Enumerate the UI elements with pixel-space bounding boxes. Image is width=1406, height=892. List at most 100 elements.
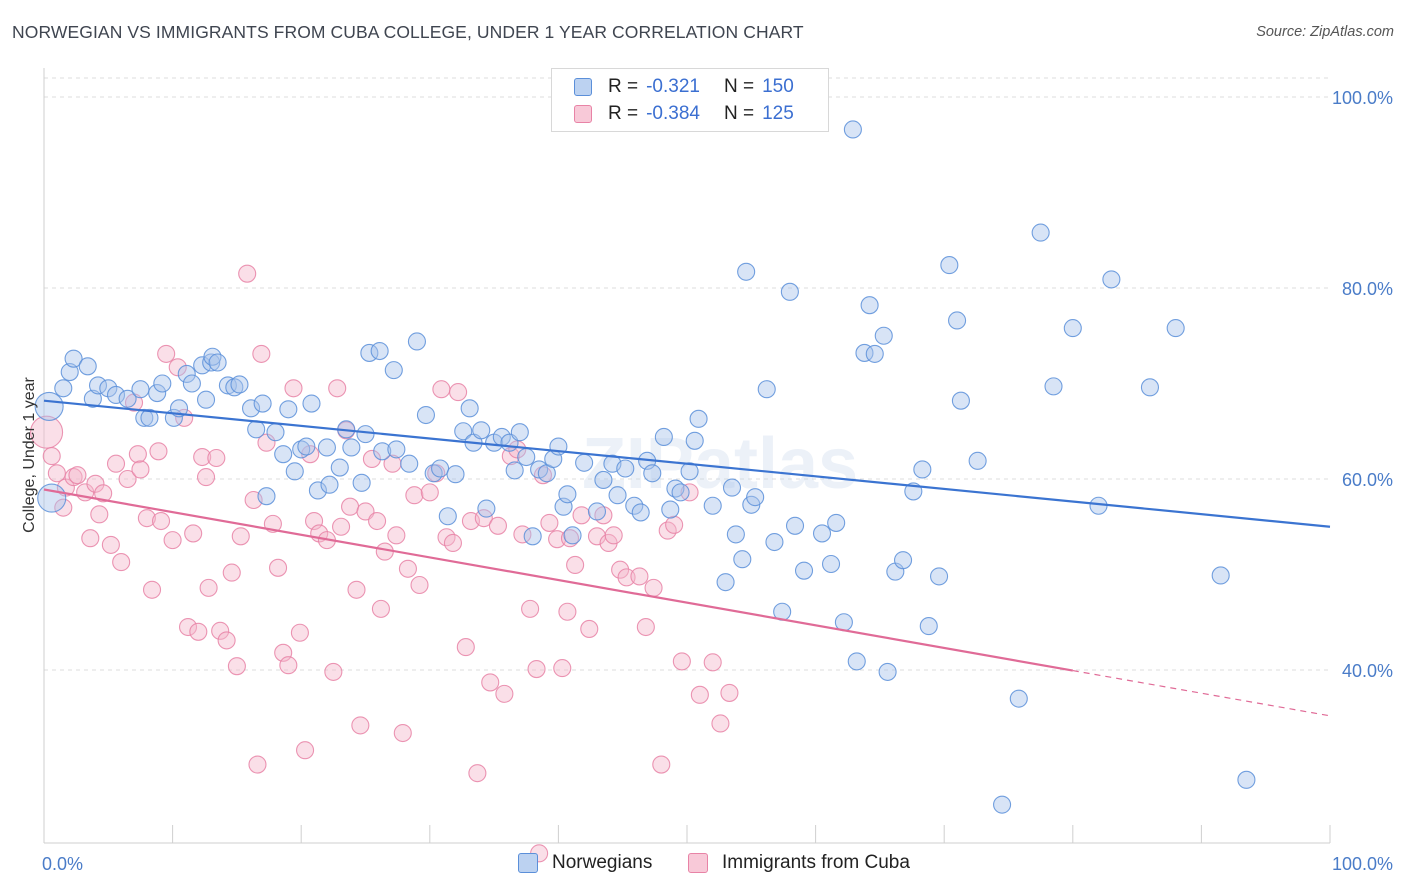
norwegian-point	[860, 296, 879, 315]
x-tick-label: 100.0%	[1332, 854, 1393, 874]
trend-line-cuba-extension	[1072, 669, 1331, 717]
cuba-point	[118, 469, 137, 489]
cuba-point	[405, 486, 424, 505]
cuba-point	[501, 447, 520, 466]
norwegian-point	[431, 459, 450, 478]
cuba-point	[393, 723, 412, 743]
norwegian-point	[285, 462, 304, 481]
norwegian-point	[317, 438, 336, 457]
cuba-point	[548, 530, 567, 549]
norwegian-point	[274, 445, 293, 464]
cuba-point	[566, 555, 585, 575]
cuba-point	[371, 599, 390, 618]
cuba-point	[398, 559, 417, 578]
trend-line-cuba	[43, 488, 1073, 672]
cuba-point	[269, 558, 288, 577]
norwegian-point	[780, 282, 799, 301]
cuba-point	[481, 673, 500, 692]
norwegian-point	[384, 361, 403, 380]
norwegian-point	[643, 464, 662, 483]
norwegian-point	[83, 389, 102, 408]
cuba-point	[227, 657, 246, 676]
legend-swatch-pink	[574, 105, 592, 123]
cuba-point	[81, 529, 100, 548]
norwegian-point	[827, 513, 846, 532]
cuba-point	[432, 380, 451, 399]
legend-item-norwegians[interactable]: Norwegians	[518, 852, 652, 874]
legend-item-cuba[interactable]: Immigrants from Cuba	[688, 852, 910, 874]
cuba-point	[157, 344, 176, 363]
cuba-point	[163, 531, 182, 550]
cuba-point	[720, 683, 739, 702]
cuba-point	[211, 621, 230, 640]
norwegian-point	[308, 481, 327, 500]
norwegian-point	[230, 375, 249, 394]
norwegian-point	[203, 347, 222, 366]
cuba-point	[443, 533, 462, 553]
norwegian-point	[587, 502, 607, 521]
norwegian-point	[948, 311, 967, 330]
cuba-point	[151, 511, 171, 531]
cuba-point	[112, 553, 131, 572]
cuba-point	[207, 448, 226, 468]
norwegian-point	[563, 526, 582, 545]
trend-lines	[43, 399, 1331, 717]
norwegian-point	[54, 379, 73, 398]
norwegian-point	[930, 567, 949, 586]
norwegian-point	[64, 349, 83, 368]
norwegian-point	[865, 344, 884, 363]
norwegian-point	[625, 496, 644, 515]
norwegian-point	[874, 326, 893, 345]
norwegian-point	[153, 374, 172, 393]
norwegian-point	[446, 465, 465, 484]
cuba-point	[347, 580, 366, 599]
norwegian-point	[1166, 319, 1185, 338]
cuba-point	[189, 622, 208, 641]
cuba-point	[410, 575, 429, 595]
norwegian-point	[716, 573, 735, 592]
cuba-point	[142, 580, 162, 599]
norwegian-point	[279, 400, 298, 419]
cuba-point	[47, 464, 66, 483]
norwegian-point	[247, 420, 266, 439]
cuba-point	[168, 358, 187, 377]
cuba-point	[553, 659, 572, 678]
correlation-legend: R = -0.321 N = 150 R = -0.384 N = 125	[551, 68, 829, 132]
cuba-point	[449, 383, 468, 402]
cuba-point	[184, 524, 203, 543]
cuba-point	[86, 474, 105, 493]
cuba-point	[332, 517, 351, 536]
norwegian-point	[148, 383, 167, 403]
legend-n-label: N =	[723, 103, 755, 124]
cuba-point	[42, 447, 61, 466]
norwegian-point	[757, 380, 776, 399]
cuba-point	[521, 599, 540, 618]
norwegian-point	[737, 262, 756, 281]
norwegian-point	[746, 488, 765, 507]
cuba-point	[101, 535, 120, 554]
series-cuba-points	[30, 264, 739, 863]
cuba-point	[252, 344, 271, 363]
norwegian-point	[661, 500, 680, 519]
watermark: ZIPatlas	[582, 424, 858, 504]
cuba-point	[572, 506, 591, 525]
norwegian-point	[356, 425, 375, 444]
norwegian-point	[78, 357, 97, 376]
series-legend: Norwegians Immigrants from Cuba	[0, 852, 1406, 878]
norwegian-point	[940, 256, 959, 275]
cuba-point	[178, 617, 198, 637]
norwegian-point	[342, 438, 361, 457]
norwegian-point	[594, 470, 613, 490]
cuba-point	[362, 449, 381, 468]
norwegian-point	[1237, 770, 1256, 789]
norwegian-point	[821, 554, 841, 574]
cuba-point	[30, 415, 64, 449]
norwegian-point	[253, 394, 272, 413]
cuba-point	[703, 653, 722, 672]
norwegian-point	[438, 507, 457, 526]
cuba-point	[580, 619, 599, 638]
cuba-point	[137, 509, 156, 528]
cuba-point	[149, 442, 168, 461]
norwegian-point	[118, 389, 137, 408]
cuba-point	[468, 764, 487, 783]
